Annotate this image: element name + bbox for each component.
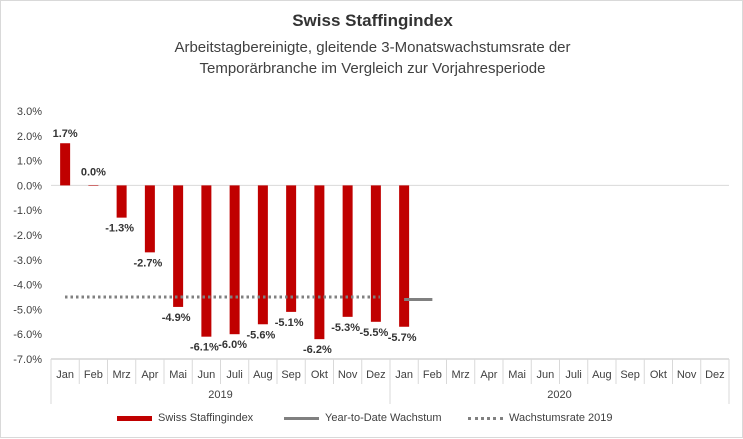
x-tick-label: Nov	[677, 369, 697, 381]
x-tick-label: Apr	[480, 369, 497, 381]
bar	[116, 185, 127, 218]
data-label: -6.1%	[190, 342, 219, 354]
x-tick-label: Sep	[281, 369, 301, 381]
x-tick-label: Dez	[366, 369, 386, 381]
x-tick-label: Sep	[620, 369, 640, 381]
x-tick-label: Jun	[198, 369, 216, 381]
y-tick-label: -7.0%	[13, 354, 42, 366]
y-tick-label: -1.0%	[13, 205, 42, 217]
chart-subtitle-line-1: Arbeitstagbereinigte, gleitende 3-Monats…	[174, 39, 571, 56]
x-tick-label: Mai	[508, 369, 526, 381]
x-tick-label: Mai	[169, 369, 187, 381]
data-label: -5.1%	[275, 317, 304, 329]
legend: Swiss Staffingindex Year-to-Date Wachstu…	[1, 408, 743, 428]
legend-label-ytd: Year-to-Date Wachstum	[325, 412, 442, 424]
y-tick-label: 3.0%	[17, 106, 42, 118]
bar	[144, 185, 155, 253]
x-tick-label: Aug	[253, 369, 273, 381]
bar	[370, 185, 381, 322]
x-tick-label: Dez	[705, 369, 725, 381]
data-label: -5.7%	[388, 332, 417, 344]
data-label: -5.5%	[360, 327, 389, 339]
x-tick-label: Juli	[226, 369, 243, 381]
y-tick-label: 2.0%	[17, 131, 42, 143]
x-group-label: 2019	[208, 389, 232, 401]
data-label: -6.2%	[303, 344, 332, 356]
bar	[60, 143, 71, 186]
legend-swatch-dotted-line	[468, 416, 503, 420]
y-tick-label: -4.0%	[13, 280, 42, 292]
y-tick-label: -6.0%	[13, 329, 42, 341]
bar	[399, 185, 410, 327]
x-tick-label: Apr	[141, 369, 158, 381]
bar	[257, 185, 268, 325]
x-tick-label: Jan	[395, 369, 413, 381]
x-tick-label: Juli	[565, 369, 582, 381]
x-tick-label: Jan	[56, 369, 74, 381]
legend-label-rate-2019: Wachstumsrate 2019	[509, 412, 613, 424]
x-tick-label: Aug	[592, 369, 612, 381]
y-tick-label: -5.0%	[13, 304, 42, 316]
chart-subtitle-line-2: Temporärbranche im Vergleich zur Vorjahr…	[199, 60, 546, 77]
x-tick-label: Feb	[84, 369, 103, 381]
chart-title: Swiss Staffingindex	[292, 11, 453, 30]
data-label: 1.7%	[53, 128, 78, 140]
legend-item-ytd: Year-to-Date Wachstum	[284, 408, 442, 428]
data-label: -6.0%	[218, 339, 247, 351]
bar	[229, 185, 240, 335]
bar	[173, 185, 184, 307]
x-tick-label: Okt	[311, 369, 328, 381]
data-label: 0.0%	[81, 166, 106, 178]
bar	[88, 185, 99, 186]
x-group-label: 2020	[547, 389, 571, 401]
bar	[342, 185, 353, 317]
data-label: -4.9%	[162, 312, 191, 324]
legend-swatch-solid-line	[284, 416, 319, 420]
x-tick-label: Jun	[537, 369, 555, 381]
x-tick-label: Okt	[650, 369, 667, 381]
legend-swatch-bar	[117, 415, 152, 421]
bar	[286, 185, 297, 312]
y-tick-label: -3.0%	[13, 255, 42, 267]
y-tick-label: 1.0%	[17, 156, 42, 168]
data-label: -1.3%	[105, 223, 134, 235]
bar	[314, 185, 325, 340]
data-label: -5.6%	[247, 329, 276, 341]
x-tick-label: Mrz	[451, 369, 469, 381]
x-tick-label: Feb	[423, 369, 442, 381]
data-label: -2.7%	[134, 257, 163, 269]
x-tick-label: Mrz	[112, 369, 130, 381]
legend-item-rate-2019: Wachstumsrate 2019	[468, 408, 613, 428]
legend-label-staffingindex: Swiss Staffingindex	[158, 412, 254, 424]
x-tick-label: Nov	[338, 369, 358, 381]
y-tick-label: 0.0%	[17, 180, 42, 192]
y-tick-label: -2.0%	[13, 230, 42, 242]
data-label: -5.3%	[331, 322, 360, 334]
legend-item-staffingindex: Swiss Staffingindex	[117, 408, 253, 428]
bar	[201, 185, 212, 337]
